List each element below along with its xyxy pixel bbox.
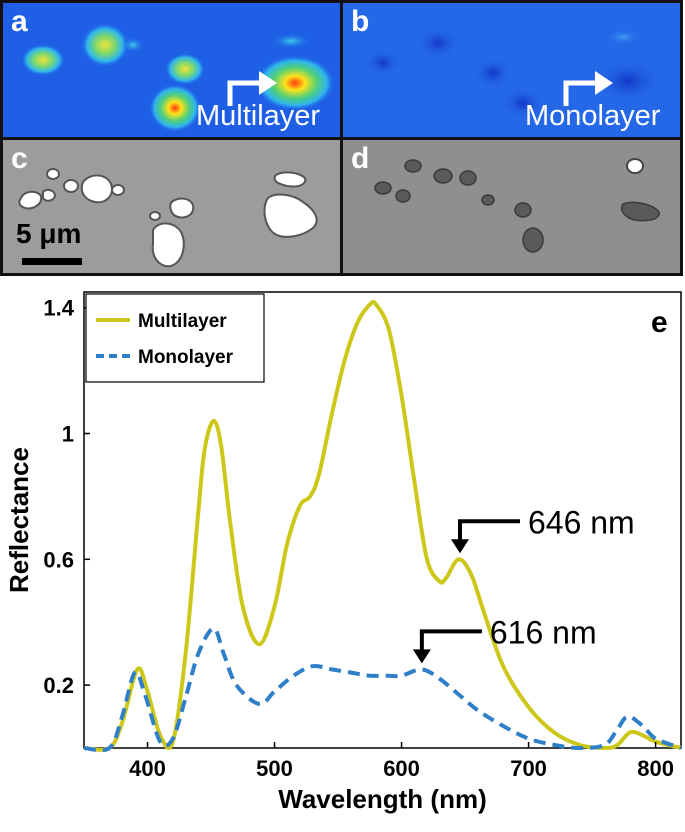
panel-a-heatmap: a Multilayer [0,0,343,140]
legend-label-monolayer: Monolayer [138,347,234,368]
legend-box [85,293,265,383]
annotation-arrow [412,629,482,664]
x-tick-label: 700 [510,756,547,781]
y-tick-label: 1 [62,422,74,447]
y-tick-label: 1.4 [43,296,74,321]
series-line-multilayer [83,299,682,752]
panel-b-heatmap: b Monolayer [340,0,683,140]
annotation-label: 646 nm [528,504,635,540]
panel-c-micrograph: c [0,137,343,276]
y-tick-label: 0.6 [43,547,74,572]
x-tick-label: 400 [129,756,166,781]
arrow-icon [563,80,597,106]
panel-c-letter: c [11,142,28,175]
heatmap-a [3,3,340,137]
plot-area-frame [83,291,682,749]
heatmap-b [343,3,680,137]
legend-label-multilayer: Multilayer [138,311,227,332]
panel-e-letter: e [651,306,668,339]
panel-d-micrograph: d [340,137,683,276]
annotation-label: 616 nm [490,614,597,650]
x-axis-label: Wavelength (nm) [278,784,486,814]
monolayer-label: Monolayer [525,100,661,132]
scale-bar [22,258,82,265]
y-tick-label: 0.2 [43,673,74,698]
multilayer-label: Multilayer [196,100,321,132]
panel-d-letter: d [351,142,370,175]
micrograph-c [3,140,340,273]
series-line-monolayer [83,626,682,753]
annotation-arrow [450,519,520,554]
micrograph-d [343,140,680,273]
x-tick-label: 500 [256,756,293,781]
panel-a-letter: a [11,5,28,38]
arrow-icon [227,80,261,106]
scale-bar-label: 5 μm [16,218,82,249]
reflectance-chart: 400 500 600 700 800 0.2 0.6 1 1.4 646 nm 616 nm M… [4,291,682,814]
x-tick-label: 600 [383,756,420,781]
x-tick-label: 800 [637,756,674,781]
panel-b-letter: b [351,5,370,38]
y-axis-label: Reflectance [4,447,34,593]
